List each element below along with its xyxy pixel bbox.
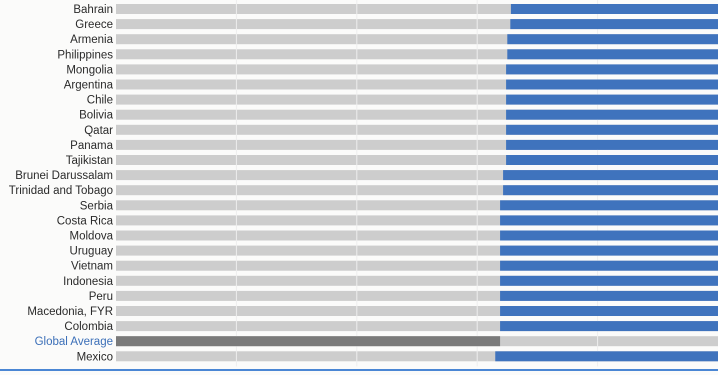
bar-track (116, 124, 718, 135)
bar (510, 4, 718, 14)
bar (500, 321, 718, 332)
category-label: Mongolia (66, 64, 113, 76)
bar (500, 290, 718, 301)
bar (495, 351, 718, 362)
bar-track (116, 4, 718, 14)
bar-tracks (116, 4, 718, 362)
bar (506, 109, 718, 120)
category-label: Qatar (84, 125, 113, 137)
category-label: Macedonia, FYR (27, 306, 113, 318)
bar (506, 64, 718, 75)
category-label: Colombia (64, 321, 113, 333)
category-label: Philippines (57, 49, 113, 61)
bar (506, 79, 718, 90)
bar-track (116, 215, 718, 226)
bottom-rule (0, 369, 718, 371)
bar (506, 139, 718, 150)
category-label: Indonesia (63, 276, 113, 288)
category-label: Panama (70, 140, 113, 152)
bar-track (116, 155, 718, 165)
category-label: Bolivia (79, 110, 113, 122)
category-label: Serbia (80, 200, 114, 212)
bar (500, 245, 718, 256)
category-label: Armenia (70, 34, 113, 46)
bar-global-average (116, 336, 501, 347)
category-label: Uruguay (70, 246, 114, 258)
category-label: Argentina (64, 80, 114, 92)
bar-track (116, 245, 718, 256)
category-labels: Bahrain Greece Armenia Philippines Mongolia A… (9, 4, 114, 363)
category-label: Chile (87, 95, 113, 107)
bar (507, 34, 718, 45)
bar-track (116, 351, 718, 362)
bar (506, 94, 718, 105)
bars (116, 4, 718, 362)
category-label: Costa Rica (57, 215, 114, 227)
category-label: Brunei Darussalam (15, 170, 113, 182)
category-label: Moldova (70, 231, 114, 243)
bar-track (116, 170, 718, 181)
category-label: Bahrain (73, 4, 113, 16)
bar-track (116, 34, 718, 45)
bar-track (116, 200, 718, 211)
category-label: Trinidad and Tobago (9, 185, 113, 197)
bar-track (116, 306, 718, 316)
bar-track (116, 49, 718, 60)
category-label: Mexico (77, 351, 113, 363)
bar (506, 124, 718, 135)
category-label: Vietnam (71, 261, 113, 273)
bar-track (116, 79, 718, 90)
bar (503, 170, 718, 181)
bar (500, 275, 718, 286)
bar (500, 260, 718, 271)
bar-track (116, 64, 718, 75)
bar (507, 49, 718, 60)
bar-track (116, 260, 718, 271)
bar-track (116, 109, 718, 120)
bar-track (116, 139, 718, 150)
bar-track (116, 290, 718, 301)
gridlines (235, 0, 599, 367)
bar-track (116, 230, 718, 241)
bar (500, 306, 718, 316)
category-label: Greece (75, 19, 113, 31)
bar (506, 155, 718, 165)
bar-track (116, 321, 718, 332)
bar-track (116, 94, 718, 105)
bar (503, 185, 718, 196)
bar-track (116, 275, 718, 286)
bar (500, 200, 718, 211)
bar-track (116, 19, 718, 30)
bar (510, 19, 718, 30)
bar-track (116, 185, 718, 196)
bar (500, 215, 718, 226)
category-label: Global Average (35, 336, 113, 348)
category-label: Tajikistan (66, 155, 113, 167)
category-label: Peru (89, 291, 113, 303)
bar (500, 230, 718, 241)
